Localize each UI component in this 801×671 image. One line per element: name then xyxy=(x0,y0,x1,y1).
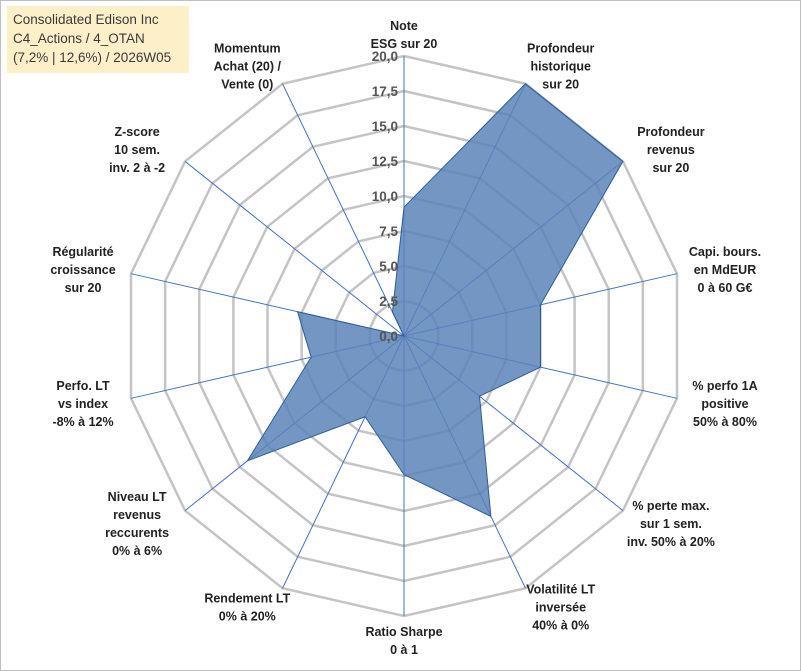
data-area-layer xyxy=(246,83,624,518)
tick-label: 10,0 xyxy=(372,189,398,204)
axis-label-line: 0% à 6% xyxy=(112,544,162,558)
axis-label-line: sur 20 xyxy=(652,161,689,175)
axis-label-line: inv. 2 à -2 xyxy=(109,161,165,175)
axis-label-line: -8% à 12% xyxy=(52,415,113,429)
title-line-category: C4_Actions / 4_OTAN xyxy=(13,31,145,46)
axis-label-line: Rendement LT xyxy=(204,591,290,605)
axis-label-line: revenus xyxy=(647,143,695,157)
axis-label-line: 40% à 0% xyxy=(532,618,589,632)
axis-label: Profondeur historique sur 20 xyxy=(527,42,594,92)
tick-label: 15,0 xyxy=(372,119,398,134)
tick-label: 5,0 xyxy=(379,259,398,274)
axis-label-layer: Note ESG sur 20 Profondeur historique sur 20… xyxy=(50,19,761,657)
tick-label: 17,5 xyxy=(372,84,399,99)
axis-label-line: positive xyxy=(701,397,748,411)
axis-label-line: Vente (0) xyxy=(221,78,273,92)
axis-label-line: ESG sur 20 xyxy=(371,37,438,51)
axis-label-line: historique xyxy=(531,60,591,74)
axis-label-line: en MdEUR xyxy=(694,263,757,277)
axis-label: % perte max. sur 1 sem. inv. 50% à 20% xyxy=(627,499,715,549)
axis-label: Perfo. LT vs index -8% à 12% xyxy=(52,379,113,429)
axis-label-line: % perte max. xyxy=(632,499,709,513)
axis-label-line: croissance xyxy=(50,263,115,277)
tick-label: 2,5 xyxy=(379,294,398,309)
axis-label: Momentum Achat (20) / Vente (0) xyxy=(214,42,282,92)
axis-spoke xyxy=(184,161,405,337)
axis-label-line: sur 20 xyxy=(542,78,579,92)
axis-label-line: inv. 50% à 20% xyxy=(627,535,715,549)
axis-label-line: Achat (20) / xyxy=(214,60,282,74)
axis-label: Régularité croissance sur 20 xyxy=(50,245,115,295)
axis-label: Z-score 10 sem. inv. 2 à -2 xyxy=(109,125,165,175)
axis-label: Capi. bours. en MdEUR 0 à 60 G€ xyxy=(689,245,761,295)
axis-label: Volatilité LT inversée 40% à 0% xyxy=(526,582,595,632)
axis-label-line: 0 à 60 G€ xyxy=(698,281,753,295)
axis-label-line: Perfo. LT xyxy=(56,379,110,393)
axis-label: Niveau LT revenus reccurents 0% à 6% xyxy=(105,490,169,558)
title-line-company: Consolidated Edison Inc xyxy=(13,12,159,27)
axis-label: Ratio Sharpe 0 à 1 xyxy=(365,625,442,657)
axis-label: Note ESG sur 20 xyxy=(371,19,438,51)
axis-label-line: Régularité xyxy=(52,245,113,259)
axis-label-line: Profondeur xyxy=(527,42,594,56)
axis-label: % perfo 1A positive 50% à 80% xyxy=(692,379,757,429)
axis-label-line: Capi. bours. xyxy=(689,245,761,259)
tick-label: 0,0 xyxy=(379,329,398,344)
axis-label-line: inversée xyxy=(535,600,586,614)
axis-label-line: 10 sem. xyxy=(114,143,160,157)
axis-label-line: Z-score xyxy=(115,125,160,139)
chart-title-box: Consolidated Edison Inc C4_Actions / 4_O… xyxy=(7,6,189,73)
axis-label-line: Niveau LT xyxy=(108,490,167,504)
axis-label-line: Note xyxy=(390,19,418,33)
axis-label-line: Ratio Sharpe xyxy=(365,625,442,639)
axis-label-line: 50% à 80% xyxy=(693,415,757,429)
axis-label-line: Volatilité LT xyxy=(526,582,595,596)
axis-label-line: vs index xyxy=(58,397,108,411)
axis-label: Rendement LT 0% à 20% xyxy=(204,591,290,623)
axis-label: Profondeur revenus sur 20 xyxy=(637,125,704,175)
axis-label-line: revenus xyxy=(113,508,161,522)
axis-label-line: reccurents xyxy=(105,526,169,540)
tick-label: 7,5 xyxy=(379,224,398,239)
axis-label-line: sur 1 sem. xyxy=(640,517,702,531)
data-area xyxy=(246,83,624,518)
axis-label-line: 0 à 1 xyxy=(390,643,418,657)
axis-label-line: sur 20 xyxy=(65,281,102,295)
tick-label-layer: 0,0 2,5 5,0 7,5 10,0 12,5 15,0 17,5 20,0 xyxy=(372,49,399,344)
axis-label-line: Profondeur xyxy=(637,125,704,139)
axis-label-line: 0% à 20% xyxy=(219,609,276,623)
tick-label: 12,5 xyxy=(372,154,399,169)
axis-label-line: % perfo 1A xyxy=(692,379,757,393)
axis-spoke xyxy=(282,83,405,337)
title-line-stats: (7,2% | 12,6%) / 2026W05 xyxy=(13,50,172,65)
tick-label: 20,0 xyxy=(372,49,398,64)
axis-label-line: Momentum xyxy=(214,42,281,56)
